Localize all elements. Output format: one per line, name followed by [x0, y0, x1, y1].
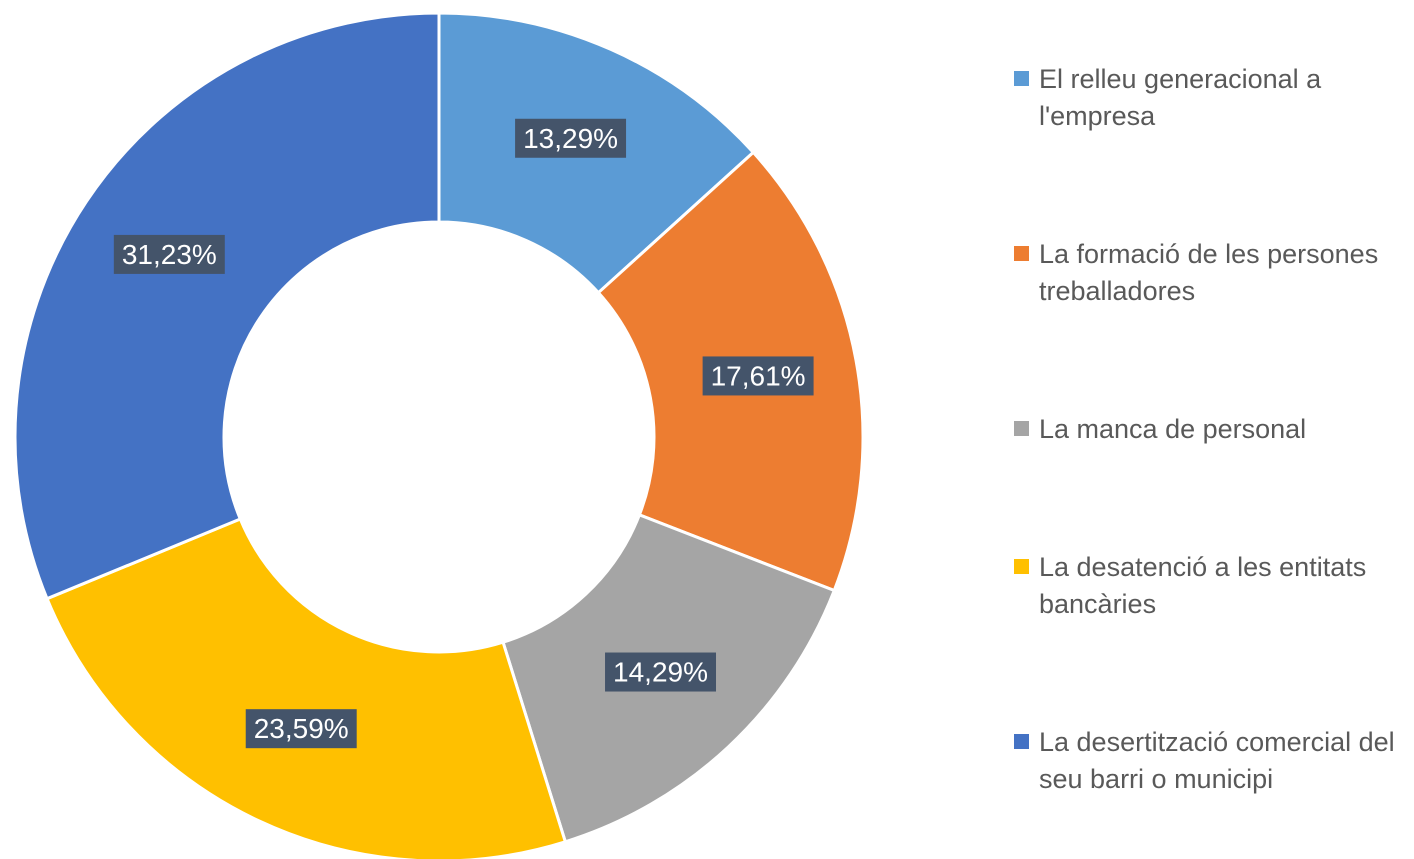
legend-label: La formació de les persones treballadore…: [1039, 238, 1379, 306]
legend-item: La desertització comercial del seu barri…: [1010, 724, 1414, 798]
value-label: 14,29%: [613, 657, 708, 688]
label-box: [605, 652, 717, 692]
legend-item: El relleu generacional a l'empresa: [1010, 61, 1414, 135]
legend-item: La desatenció a les entitats bancàries: [1010, 549, 1414, 623]
legend-swatch: [1014, 734, 1029, 750]
legend-swatch: [1014, 245, 1029, 261]
slice: [13, 11, 441, 601]
legend-item: La manca de personal: [1010, 411, 1414, 448]
legend-swatch: [1014, 559, 1029, 575]
legend: El relleu generacional a l'empresa La for…: [1010, 0, 1414, 859]
data-label: 14,29%: [605, 652, 717, 692]
label-box: [245, 709, 357, 749]
value-label: 23,59%: [254, 713, 349, 744]
value-label: 31,23%: [122, 239, 217, 270]
legend-label: El relleu generacional a l'empresa: [1039, 63, 1322, 131]
legend-label: La manca de personal: [1039, 413, 1307, 444]
data-label: 13,29%: [515, 118, 627, 158]
legend-swatch: [1014, 420, 1029, 436]
data-label: 17,61%: [702, 356, 814, 396]
chart: 13,29% 17,61% 14,29% 23,59% 31,23%: [13, 11, 865, 859]
legend-label: La desertització comercial del seu barri…: [1039, 727, 1395, 795]
legend-item: La formació de les persones treballadore…: [1010, 236, 1414, 310]
data-label: 31,23%: [113, 234, 225, 274]
legend-label: La desatenció a les entitats bancàries: [1039, 552, 1367, 620]
value-label: 17,61%: [711, 360, 806, 391]
value-label: 13,29%: [523, 123, 618, 154]
legend-swatch: [1014, 70, 1029, 86]
label-box: [515, 118, 627, 158]
label-box: [702, 356, 814, 396]
slice: [45, 517, 568, 859]
label-box: [113, 234, 225, 274]
data-label: 23,59%: [245, 709, 357, 749]
